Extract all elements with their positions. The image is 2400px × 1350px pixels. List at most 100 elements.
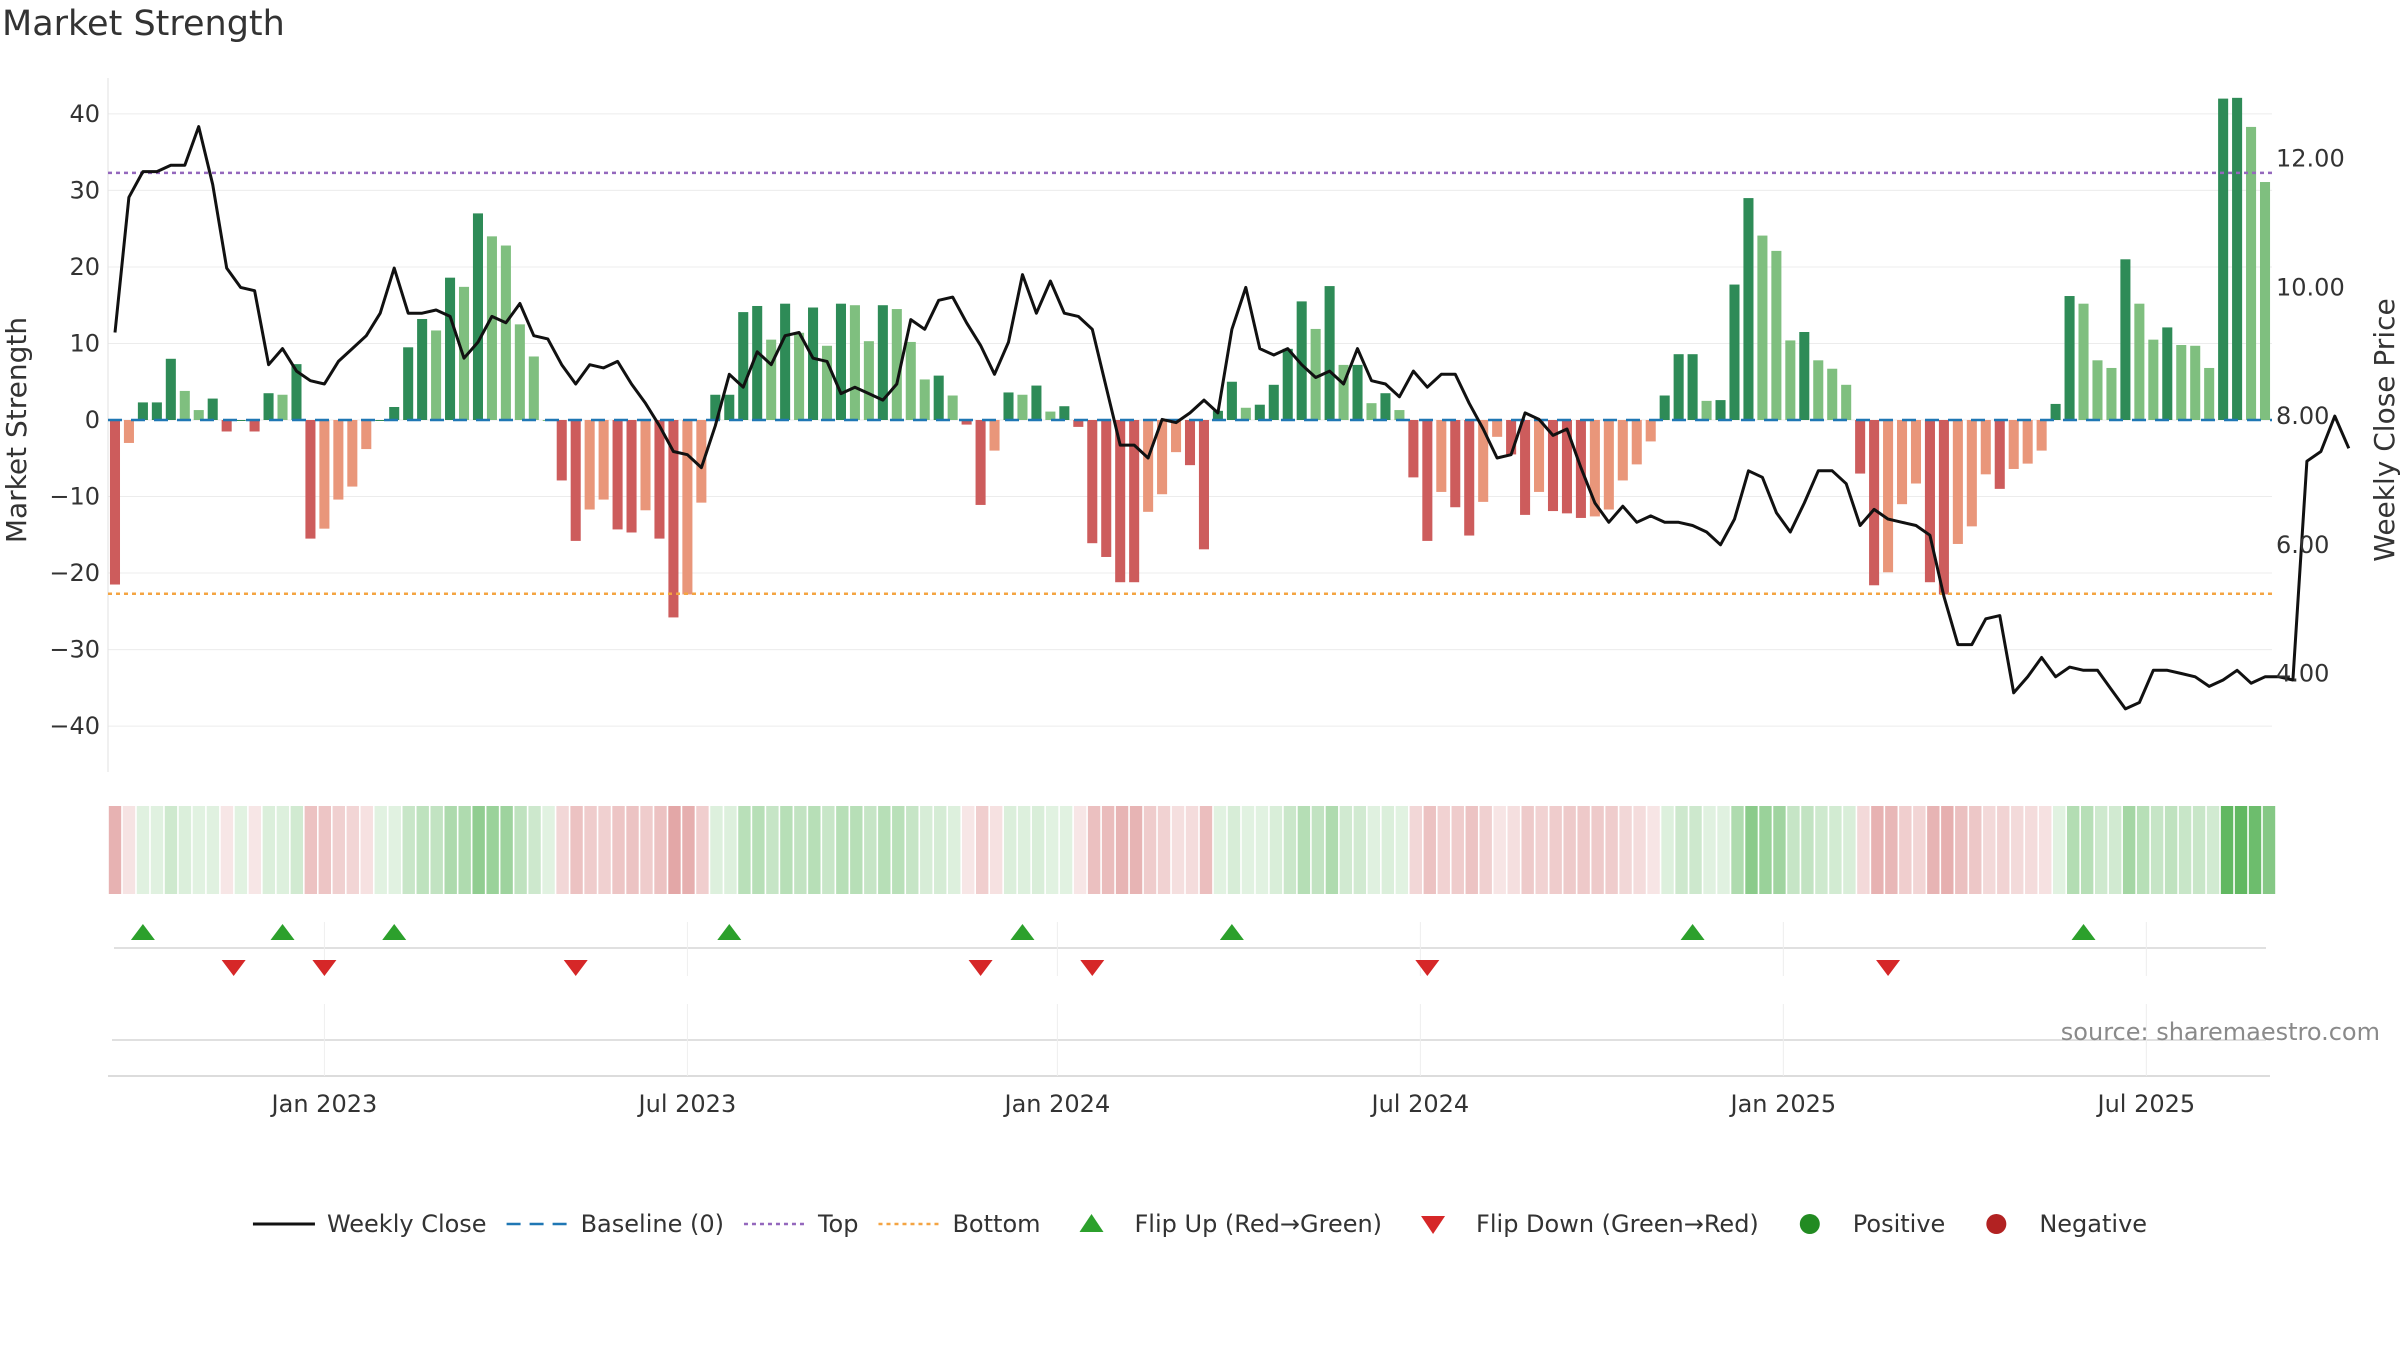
- strength-bar: [1324, 286, 1335, 420]
- strength-bar: [1171, 420, 1182, 453]
- heat-cell: [1129, 806, 1143, 894]
- legend-label: Top: [817, 1210, 859, 1238]
- strength-bar: [2134, 303, 2145, 420]
- strength-bar: [1129, 420, 1140, 583]
- heat-cell: [1269, 806, 1283, 894]
- strength-bar: [347, 420, 358, 487]
- strength-bar: [612, 420, 623, 530]
- strength-bar: [821, 345, 833, 420]
- heat-cell: [2136, 806, 2150, 894]
- strength-bar: [570, 420, 581, 541]
- y-tick-right: 4.00: [2276, 660, 2329, 688]
- heat-cell: [1255, 806, 1269, 894]
- strength-bar: [780, 303, 791, 420]
- heat-cell: [1045, 806, 1059, 894]
- heat-cell: [1031, 806, 1045, 894]
- heat-cell: [374, 806, 387, 894]
- heat-cell: [1787, 806, 1800, 894]
- strength-bar: [877, 305, 888, 420]
- strength-bar: [1617, 420, 1628, 481]
- circle-icon: [1986, 1214, 2007, 1234]
- strength-bar: [249, 420, 260, 432]
- heat-cell: [892, 806, 905, 894]
- strength-bar: [151, 402, 162, 420]
- strength-bar: [137, 402, 148, 420]
- strength-bar: [1869, 420, 1880, 586]
- heat-cell: [584, 806, 597, 894]
- flip-up-marker: [2071, 924, 2096, 940]
- strength-bar: [1910, 420, 1922, 484]
- heat-cell: [2178, 806, 2192, 894]
- heat-cell: [1409, 806, 1422, 894]
- strength-heat-strip: [108, 806, 2276, 894]
- strength-bar: [863, 341, 874, 420]
- heat-cell: [2234, 806, 2248, 894]
- strength-bar: [1031, 385, 1042, 420]
- strength-bar: [1212, 410, 1223, 420]
- heat-cell: [430, 806, 443, 894]
- strength-bar: [528, 356, 539, 420]
- flip-markers-panel: [114, 922, 2266, 976]
- strength-bar: [1087, 420, 1098, 544]
- heat-cell: [1745, 806, 1758, 894]
- heat-cell: [1703, 806, 1716, 894]
- strength-bar: [640, 420, 651, 511]
- heat-cell: [1493, 806, 1506, 894]
- heat-cell: [1605, 806, 1618, 894]
- heat-cell: [528, 806, 541, 894]
- flip-up-marker: [382, 924, 407, 940]
- strength-bar: [1380, 393, 1391, 420]
- strength-bar: [989, 420, 1000, 451]
- heat-cell: [556, 806, 569, 894]
- legend-item: Negative: [1986, 1210, 2147, 1238]
- strength-bar: [738, 312, 749, 420]
- y-tick-left: 10: [69, 329, 100, 357]
- strength-bar: [1547, 420, 1559, 512]
- heat-cell: [2094, 806, 2108, 894]
- strength-bar: [1980, 420, 1991, 475]
- strength-bar: [2106, 367, 2117, 420]
- heat-cell: [150, 806, 164, 894]
- legend-label: Bottom: [952, 1210, 1040, 1238]
- strength-bar: [2259, 182, 2271, 420]
- heat-cell: [780, 806, 793, 894]
- heat-cell: [318, 806, 331, 894]
- heat-cell: [486, 806, 499, 894]
- heat-cell: [514, 806, 527, 894]
- heat-cell: [640, 806, 653, 894]
- flip-down-marker: [312, 960, 337, 976]
- heat-cell: [1843, 806, 1856, 894]
- x-tick-label: Jul 2023: [637, 1090, 737, 1118]
- strength-bar: [2246, 126, 2257, 420]
- strength-bar: [1254, 404, 1265, 420]
- strength-bar: [1896, 420, 1908, 505]
- heat-cell: [1759, 806, 1772, 894]
- flip-down-marker: [968, 960, 993, 976]
- x-tick-label: Jan 2024: [1003, 1090, 1111, 1118]
- heat-cell: [2039, 806, 2052, 894]
- flip-down-marker: [1876, 960, 1901, 976]
- heat-cell: [1143, 806, 1157, 894]
- strength-bar: [905, 341, 916, 420]
- strength-bar: [947, 395, 958, 420]
- heat-cell: [1297, 806, 1311, 894]
- heat-cell: [934, 806, 947, 894]
- heat-cell: [1899, 806, 1912, 894]
- strength-bar: [221, 420, 232, 432]
- heat-cell: [1689, 806, 1702, 894]
- heat-cell: [1521, 806, 1534, 894]
- strength-bar: [2050, 403, 2061, 420]
- legend-item: Weekly Close: [252, 1210, 487, 1238]
- flip-up-marker: [1010, 924, 1035, 940]
- legend: Weekly Close Baseline (0) Top Bottom Flip Up…: [252, 1210, 2147, 1238]
- strength-bar: [319, 420, 330, 529]
- source-label: source: sharemaestro.com: [2061, 1018, 2380, 1046]
- heat-cell: [1465, 806, 1478, 894]
- heat-cell: [1241, 806, 1255, 894]
- strength-bar: [305, 420, 316, 539]
- heat-cell: [2011, 806, 2024, 894]
- y-tick-right: 6.00: [2276, 531, 2329, 559]
- y-tick-left: 0: [85, 406, 100, 434]
- legend-label: Negative: [2039, 1210, 2147, 1238]
- strength-bar: [794, 332, 805, 420]
